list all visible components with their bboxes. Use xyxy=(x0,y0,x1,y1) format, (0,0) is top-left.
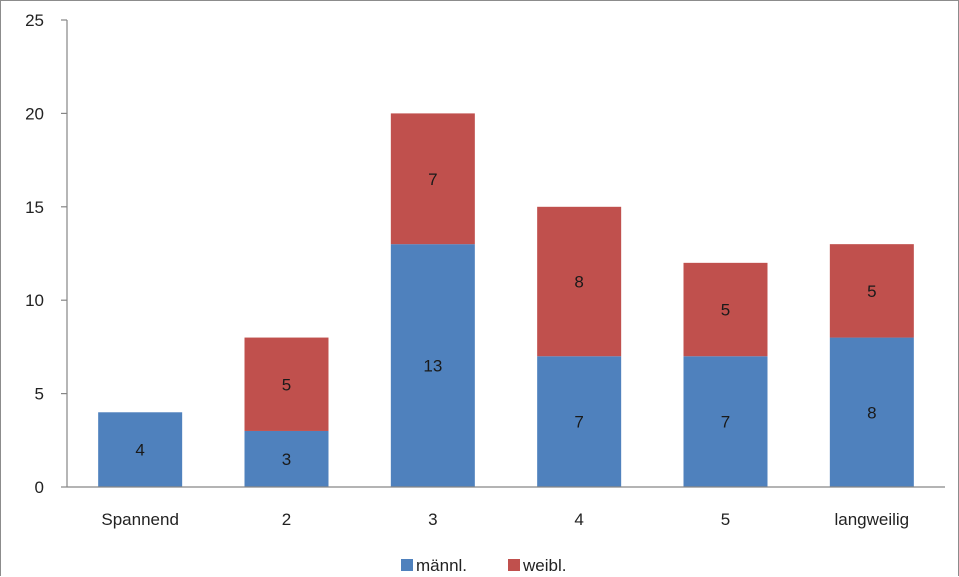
data-label: 3 xyxy=(282,450,291,469)
x-tick-label: 3 xyxy=(428,510,437,529)
bar-weibl xyxy=(390,113,475,245)
data-label: 5 xyxy=(721,301,730,320)
bar-weibl xyxy=(537,206,622,357)
bar-maennl xyxy=(829,337,914,487)
legend-label: männl. xyxy=(416,556,467,575)
bar-maennl xyxy=(98,412,183,487)
bar-maennl xyxy=(390,244,475,487)
bars xyxy=(98,113,914,487)
bar-weibl xyxy=(829,244,914,338)
y-tick-label: 10 xyxy=(25,291,44,310)
y-tick-label: 25 xyxy=(25,11,44,30)
data-labels: 4 3 5 13 7 7 8 7 5 8 5 xyxy=(135,170,876,469)
x-tick-label: Spannend xyxy=(101,510,179,529)
y-tick-label: 15 xyxy=(25,198,44,217)
y-tick-label: 5 xyxy=(35,385,44,404)
bar-maennl xyxy=(244,430,329,487)
bar-maennl xyxy=(683,356,768,487)
x-tick-label: langweilig xyxy=(834,510,909,529)
bar-maennl xyxy=(537,356,622,487)
x-axis-ticks: Spannend 2 3 4 5 langweilig xyxy=(101,510,909,529)
bar-weibl xyxy=(244,337,329,431)
legend: männl. weibl. xyxy=(401,556,566,575)
data-label: 7 xyxy=(428,170,437,189)
data-label: 7 xyxy=(574,413,583,432)
x-tick-label: 5 xyxy=(721,510,730,529)
data-label: 4 xyxy=(135,441,144,460)
x-tick-label: 2 xyxy=(282,510,291,529)
x-tick-label: 4 xyxy=(574,510,583,529)
legend-swatch xyxy=(401,559,413,571)
data-label: 8 xyxy=(574,273,583,292)
bar-weibl xyxy=(683,262,768,357)
y-tick-label: 20 xyxy=(25,104,44,123)
y-axis-ticks: 0 5 10 15 20 25 xyxy=(25,11,67,497)
data-label: 7 xyxy=(721,413,730,432)
y-tick-label: 0 xyxy=(35,478,44,497)
data-label: 5 xyxy=(282,375,291,394)
data-label: 8 xyxy=(867,403,876,422)
legend-swatch xyxy=(508,559,520,571)
legend-label: weibl. xyxy=(522,556,566,575)
data-label: 13 xyxy=(423,357,442,376)
data-label: 5 xyxy=(867,282,876,301)
